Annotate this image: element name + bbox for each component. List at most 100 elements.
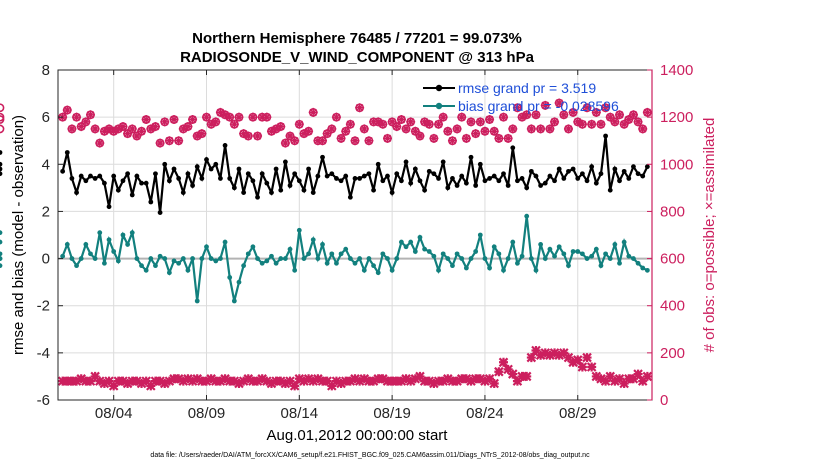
bias-point — [250, 244, 256, 250]
assimilated-obs-marker — [71, 376, 82, 386]
bias-point — [102, 260, 107, 266]
bias-point — [468, 256, 474, 261]
bias-point — [74, 263, 79, 269]
possible-obs-star — [420, 117, 430, 127]
possible-obs-star — [192, 131, 202, 141]
assimilated-obs-marker — [429, 378, 439, 389]
possible-obs-marker — [410, 126, 420, 136]
x-tick-label: 08/24 — [466, 405, 504, 422]
bias-point — [431, 253, 437, 259]
rmse-point — [566, 168, 571, 174]
bias-point — [255, 256, 260, 261]
data-file-footer: data file: /Users/raeder/DAI/ATM_forcXX/… — [150, 452, 590, 459]
possible-obs-star — [573, 117, 583, 127]
possible-obs-star — [429, 133, 439, 143]
possible-obs-star — [132, 131, 142, 141]
possible-obs-marker — [262, 112, 272, 122]
assimilated-obs-marker — [57, 376, 68, 386]
bias-point — [366, 256, 372, 261]
possible-obs-marker — [327, 124, 337, 134]
possible-obs-marker — [642, 107, 652, 117]
bias-point — [139, 263, 144, 269]
rmse-point — [0, 166, 3, 172]
possible-obs-marker — [118, 122, 128, 132]
possible-obs-star — [471, 129, 481, 139]
possible-obs-star — [447, 136, 457, 146]
rmse-point — [343, 173, 349, 179]
rmse-point — [278, 187, 284, 193]
possible-obs-star — [517, 112, 527, 122]
assimilated-obs-marker — [159, 378, 170, 389]
bias-point — [380, 251, 386, 257]
possible-obs-marker — [202, 112, 211, 122]
axes: 08/04 08/09 08/14 08/19 08/24 08/29 -6 -4 -2 0 2 4 6… — [37, 62, 694, 422]
rmse-point — [519, 176, 525, 181]
possible-obs-star — [605, 112, 615, 122]
possible-obs-star — [359, 124, 369, 134]
assimilated-obs-marker — [252, 376, 263, 386]
possible-obs-marker — [169, 115, 179, 124]
rmse-point — [320, 154, 325, 160]
assimilated-obs-marker — [475, 374, 486, 384]
assimilated-obs-marker — [447, 376, 458, 386]
bias-point — [153, 263, 158, 269]
rmse-point — [477, 161, 483, 167]
bias-point — [454, 251, 460, 257]
rmse-point — [352, 176, 358, 181]
assimilated-obs-marker — [345, 376, 356, 386]
assimilated-obs-marker — [591, 371, 602, 382]
possible-obs-marker — [188, 115, 198, 124]
bias-point — [343, 246, 349, 252]
assimilated-obs-marker — [466, 376, 476, 386]
bias-point — [417, 234, 423, 240]
possible-obs-marker — [290, 136, 300, 146]
possible-obs-star — [150, 122, 160, 132]
rmse-point — [292, 171, 298, 177]
possible-obs-marker — [624, 115, 634, 124]
possible-obs-marker — [619, 119, 629, 129]
bias-point — [556, 244, 562, 250]
bias-point — [445, 256, 451, 261]
rmse-point — [524, 185, 530, 191]
bias-point — [176, 260, 182, 266]
rmse-point — [515, 178, 520, 184]
assimilated-obs-marker — [90, 371, 100, 382]
rmse-point — [487, 176, 492, 181]
possible-obs-marker — [387, 117, 397, 127]
bias-point — [92, 256, 98, 261]
assimilated-obs-marker — [178, 376, 189, 386]
assimilated-obs-marker — [554, 350, 564, 360]
possible-obs-marker — [447, 136, 457, 146]
rmse-point — [584, 178, 590, 184]
possible-obs-marker — [517, 112, 527, 122]
possible-obs-star — [239, 129, 249, 139]
rmse-point — [593, 180, 599, 186]
bias-point — [528, 256, 534, 261]
possible-obs-marker — [480, 126, 490, 136]
y-left-tick-label: -4 — [37, 345, 50, 362]
possible-obs-star — [545, 124, 555, 134]
assimilated-obs-marker — [266, 378, 277, 389]
bias-point — [97, 230, 103, 236]
possible-obs-star — [424, 119, 434, 129]
bias-point — [422, 246, 428, 252]
assimilated-obs-marker — [155, 376, 165, 386]
possible-obs-star — [123, 129, 133, 139]
possible-obs-marker — [415, 131, 425, 141]
rmse-point — [310, 190, 316, 195]
bias-point — [473, 249, 479, 254]
rmse-point — [218, 176, 223, 181]
possible-obs-star — [633, 117, 643, 127]
x-tick-label: 08/19 — [373, 405, 411, 422]
possible-obs-star — [155, 138, 165, 148]
assimilated-obs-marker — [582, 352, 592, 363]
possible-obs-marker — [229, 119, 239, 129]
possible-obs-marker — [633, 117, 643, 127]
rmse-point — [473, 183, 479, 188]
possible-obs-star — [531, 110, 541, 120]
bias-point — [125, 242, 131, 247]
bias-point — [640, 265, 646, 271]
assimilated-obs-marker — [391, 376, 402, 386]
possible-obs-star — [536, 124, 546, 134]
bias-point — [185, 267, 191, 273]
